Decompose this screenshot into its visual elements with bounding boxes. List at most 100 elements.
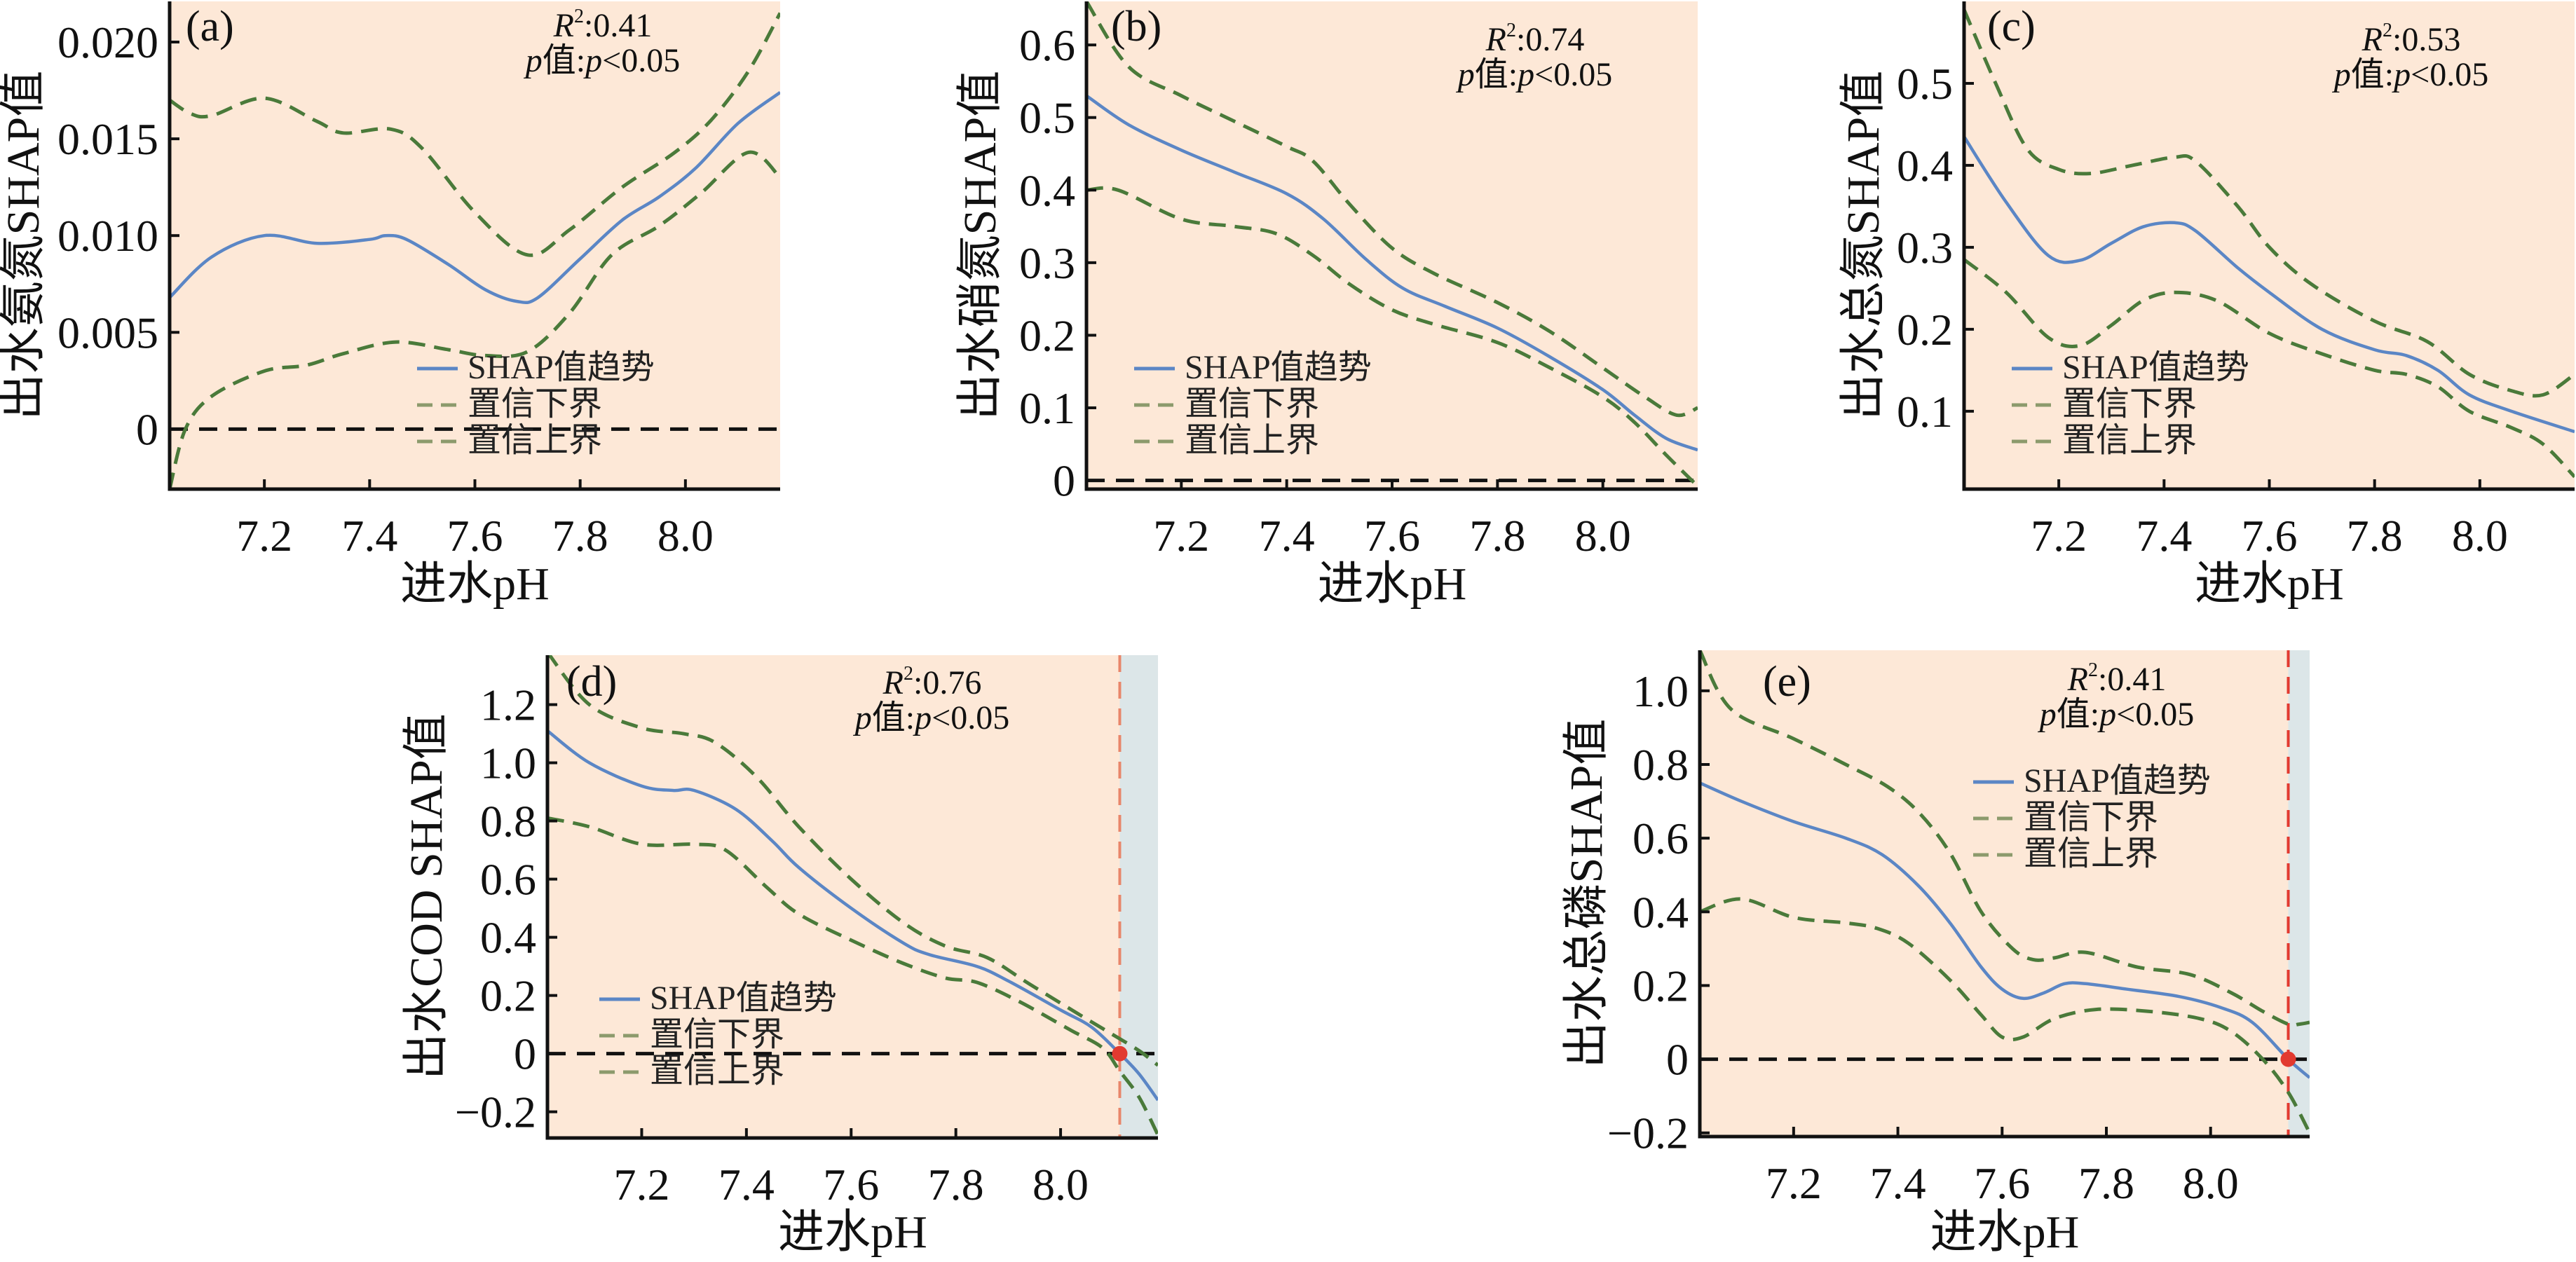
y-tick-label: 0.010 [57, 211, 158, 261]
y-axis-title: 出水硝氮SHAP值 [955, 71, 1006, 420]
p-value-annotation: p值:p<0.05 [2332, 56, 2488, 93]
y-tick-label: 0.1 [1897, 387, 1953, 437]
x-tick-label: 7.4 [1259, 511, 1315, 561]
series-ci-lower [1086, 1, 1698, 418]
y-axis-title: 出水总磷SHAP值 [1561, 719, 1612, 1069]
p-value-annotation: p值:p<0.05 [2038, 696, 2194, 733]
legend-item-shap: SHAP值趋势 [2062, 349, 2249, 386]
panel-label: (a) [186, 3, 234, 50]
series-ci-upper [1700, 897, 2310, 1134]
x-tick-label: 7.6 [2242, 511, 2298, 561]
x-tick-label: 7.4 [341, 511, 397, 561]
p-value-annotation: p值:p<0.05 [853, 699, 1009, 736]
r2-annotation: R2:0.41 [2067, 659, 2167, 698]
series-ci-upper [547, 816, 1158, 1136]
y-tick-label: 0.5 [1897, 59, 1953, 109]
x-tick-label: 7.6 [823, 1160, 879, 1209]
series-shap-trend [547, 729, 1158, 1102]
panel-d: 7.2 7.4 7.6 7.8 8.0 −0.2 0 0.2 0.4 0.6 0.8 1.0 1.2 进水… [401, 655, 1158, 1258]
r2-annotation: R2:0.76 [882, 663, 982, 701]
panel-a: 7.2 7.4 7.6 7.8 8.0 0 0.005 0.010 0.015 0.020 进水pH… [0, 1, 780, 610]
x-tick-label: 7.8 [1469, 511, 1525, 561]
series-shap-trend [1700, 781, 2310, 1079]
p-value-annotation: p值:p<0.05 [1456, 56, 1612, 93]
panel-label: (e) [1763, 658, 1811, 706]
x-tick-label: 7.8 [2347, 511, 2403, 561]
x-tick-label: 8.0 [1033, 1160, 1089, 1209]
y-tick-label: −0.2 [455, 1088, 536, 1137]
x-tick-label: 7.4 [1870, 1158, 1926, 1208]
y-axis-title: 出水氨氮SHAP值 [0, 71, 49, 420]
y-tick-label: 0.4 [480, 913, 536, 963]
x-tick-label: 7.6 [447, 511, 503, 561]
y-tick-label: 0 [1666, 1035, 1689, 1085]
y-tick-label: 0 [514, 1029, 536, 1079]
panel-b: 7.2 7.4 7.6 7.8 8.0 0 0.1 0.2 0.3 0.4 0.5 0.6 进水pH 出水… [955, 1, 1698, 610]
legend-item-upper: 置信上界 [2062, 422, 2197, 459]
legend-item-lower: 置信下界 [1185, 385, 1319, 423]
panel-c: 7.2 7.4 7.6 7.8 8.0 0.1 0.2 0.3 0.4 0.5 进水pH 出水总氮SH… [1838, 1, 2575, 610]
legend-item-upper: 置信上界 [468, 422, 602, 459]
series-ci-upper [1086, 186, 1698, 488]
y-tick-label: 0 [136, 404, 158, 454]
threshold-point [2280, 1051, 2296, 1067]
x-tick-label: 7.2 [2031, 511, 2087, 561]
y-axis-title: 出水COD SHAP值 [401, 713, 452, 1080]
x-tick-label: 7.4 [718, 1160, 775, 1209]
y-tick-label: 0.6 [1019, 20, 1075, 70]
legend-item-upper: 置信上界 [2024, 835, 2158, 872]
r2-annotation: R2:0.41 [553, 6, 653, 44]
x-tick-label: 7.8 [928, 1160, 984, 1209]
series-ci-lower [1700, 650, 2310, 1027]
y-tick-label: 0.2 [1633, 961, 1689, 1010]
x-tick-label: 7.2 [613, 1160, 669, 1209]
y-tick-label: 1.0 [1633, 666, 1689, 716]
y-tick-label: 0.8 [480, 797, 536, 846]
r2-annotation: R2:0.53 [2362, 20, 2461, 58]
legend-item-lower: 置信下界 [650, 1016, 784, 1053]
y-tick-label: 0.3 [1897, 223, 1953, 273]
legend-item-shap: SHAP值趋势 [650, 980, 837, 1017]
panel-label: (d) [566, 658, 617, 706]
x-tick-label: 8.0 [2452, 511, 2508, 561]
x-tick-label: 7.2 [1153, 511, 1209, 561]
legend-item-shap: SHAP值趋势 [1185, 349, 1372, 386]
y-tick-label: −0.2 [1607, 1109, 1689, 1158]
y-tick-label: 0.3 [1019, 238, 1075, 288]
x-tick-label: 8.0 [2183, 1158, 2239, 1208]
y-tick-label: 0 [1053, 456, 1075, 506]
series-ci-upper [1964, 258, 2575, 479]
y-tick-label: 0.4 [1897, 141, 1953, 191]
series-shap-trend [1964, 135, 2575, 434]
threshold-point [1112, 1045, 1128, 1062]
y-axis-title: 出水总氮SHAP值 [1838, 71, 1889, 420]
x-tick-label: 7.4 [2136, 511, 2192, 561]
y-tick-label: 0.4 [1633, 887, 1689, 937]
x-tick-label: 8.0 [1575, 511, 1631, 561]
plot-background [547, 655, 1158, 1138]
x-axis-title: 进水pH [1318, 558, 1467, 610]
plot-background [1086, 1, 1698, 489]
x-axis-title: 进水pH [778, 1207, 927, 1258]
y-tick-label: 0.8 [1633, 740, 1689, 790]
y-tick-label: 0.6 [480, 855, 536, 905]
legend-item-upper: 置信上界 [650, 1052, 784, 1090]
x-tick-label: 7.6 [1364, 511, 1420, 561]
x-tick-label: 7.2 [236, 511, 292, 561]
y-tick-label: 0.015 [57, 114, 158, 164]
y-tick-label: 0.2 [480, 971, 536, 1021]
x-axis-title: 进水pH [2195, 558, 2344, 610]
x-axis-title: 进水pH [1930, 1207, 2080, 1258]
x-tick-label: 7.6 [1974, 1158, 2030, 1208]
legend-item-upper: 置信上界 [1185, 422, 1319, 459]
p-value-annotation: p值:p<0.05 [524, 42, 680, 79]
y-tick-label: 0.020 [57, 18, 158, 67]
y-tick-label: 0.2 [1019, 310, 1075, 360]
panel-label: (b) [1111, 3, 1161, 50]
y-tick-label: 0.1 [1019, 383, 1075, 433]
y-tick-label: 0.4 [1019, 165, 1075, 215]
threshold-region [1119, 655, 1158, 1138]
